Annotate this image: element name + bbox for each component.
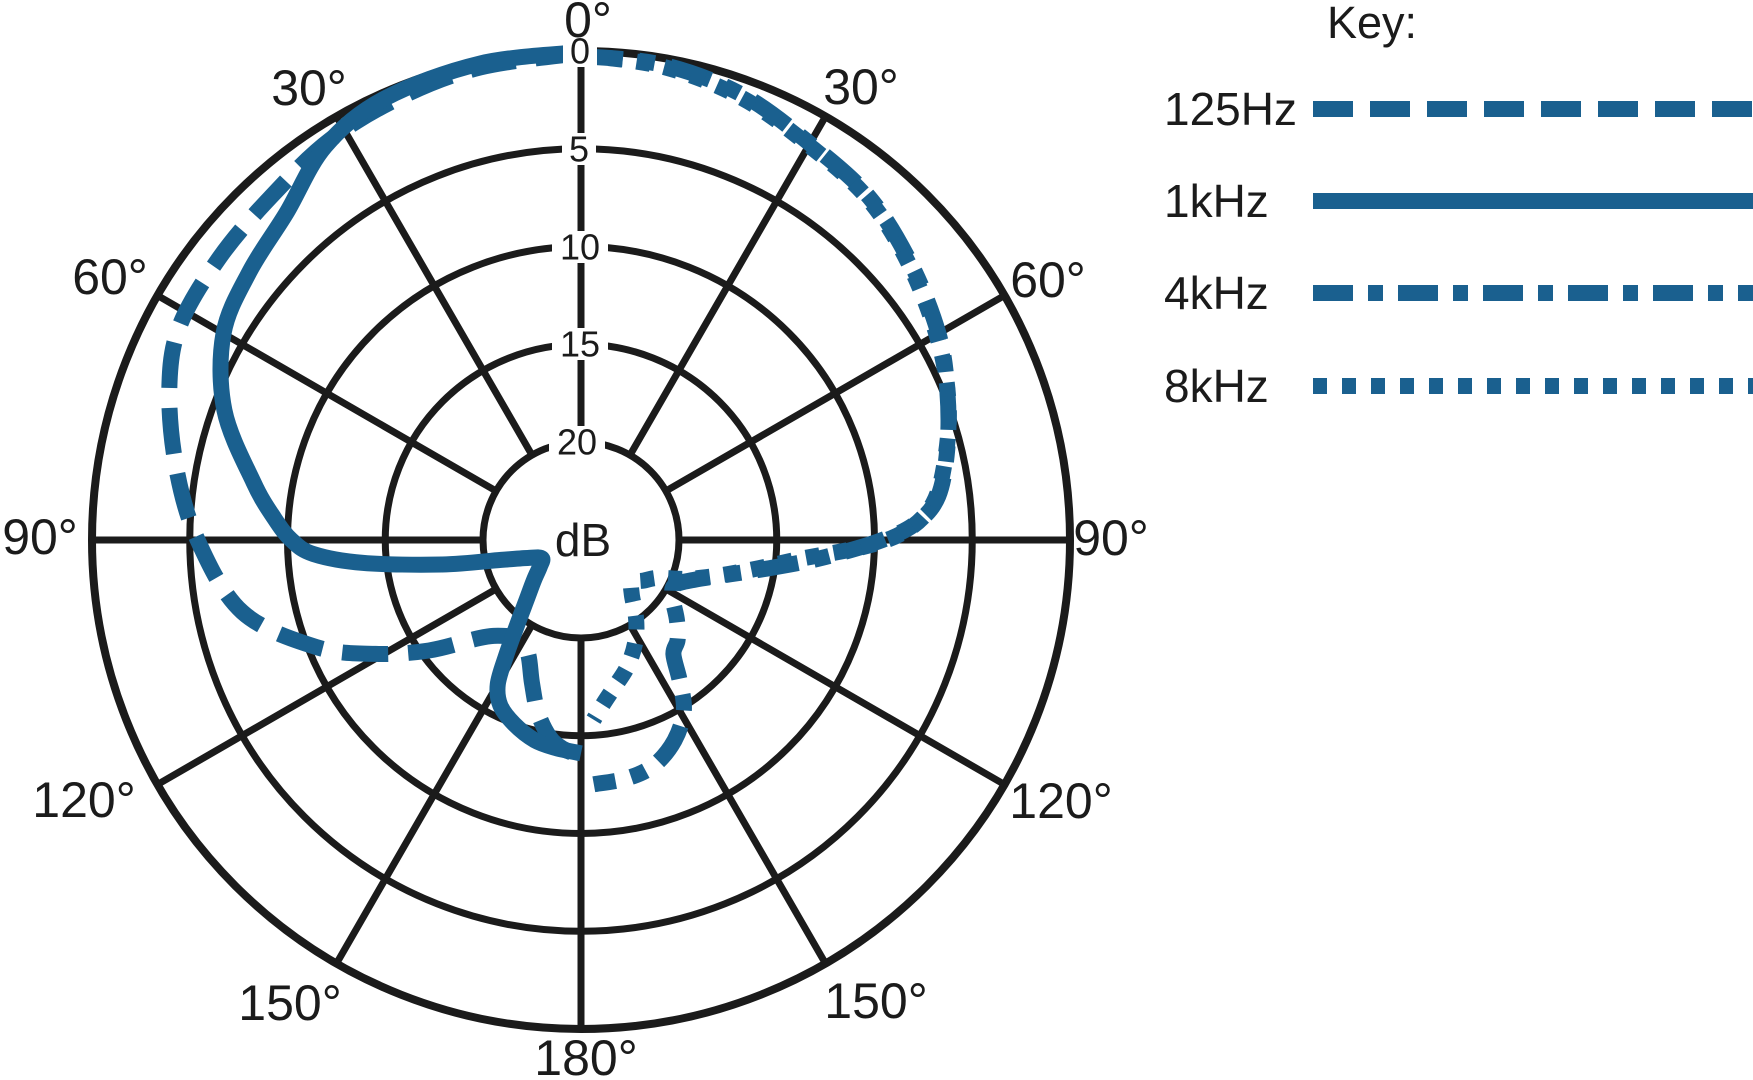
halo-20 (549, 426, 605, 458)
angle-label-90deg: 90° (1073, 510, 1149, 566)
angle-label-90deg: 90° (2, 509, 78, 565)
grid-spoke-60deg (664, 292, 1007, 495)
tick-label-halos (549, 35, 608, 458)
angle-label-30deg: 30° (823, 59, 899, 115)
grid-spoke-150deg (626, 623, 829, 966)
curve-1khz (212, 44, 583, 762)
legend-label-4khz: 4kHz (1164, 267, 1269, 319)
angle-label-0deg: 0° (564, 0, 612, 48)
legend-swatch-4khz-line (1313, 285, 1753, 301)
legend-row-4khz: 4kHz (1164, 267, 1753, 319)
angle-label-60deg: 60° (72, 249, 148, 305)
tick-label-15db: 15 (560, 324, 600, 365)
halo-5 (562, 133, 596, 165)
legend-row-1khz: 1kHz (1164, 175, 1753, 227)
angle-label-30deg: 30° (271, 60, 347, 116)
halo-0 (563, 35, 597, 67)
angle-label-180deg: 180° (534, 1030, 637, 1080)
legend-swatch-125hz-line (1313, 101, 1753, 117)
angle-label-150deg: 150° (824, 973, 927, 1029)
grid-spoke-240deg (155, 585, 498, 788)
halo-10 (552, 231, 608, 263)
radial-tick-labels: 0 5 10 15 20 (557, 31, 600, 463)
grid-spoke-330deg (333, 114, 536, 457)
halo-15 (552, 328, 608, 360)
response-curves (161, 44, 957, 793)
legend-swatch-8khz-line (1313, 378, 1753, 394)
legend-row-125hz: 125Hz (1164, 83, 1753, 135)
curve-4khz (580, 47, 957, 793)
angle-labels: 0° 30° 30° 60° 60° 90° 90° 120° 120° 150° 150° 180° (2, 0, 1149, 1080)
angle-label-60deg: 60° (1010, 252, 1086, 308)
tick-label-20db: 20 (557, 422, 597, 463)
grid-spoke-30deg (626, 114, 829, 457)
legend-swatch-1khz-line (1313, 193, 1753, 209)
tick-label-0db: 0 (570, 31, 590, 72)
legend-label-125hz: 125Hz (1164, 83, 1297, 135)
grid-spoke-120deg (664, 585, 1007, 788)
legend-label-1khz: 1kHz (1164, 175, 1269, 227)
legend-row-8khz: 8kHz (1164, 360, 1753, 412)
angle-label-150deg: 150° (238, 975, 341, 1031)
legend-label-8khz: 8kHz (1164, 360, 1269, 412)
curve-8khz (579, 46, 957, 724)
grid-spoke-300deg (155, 292, 498, 495)
tick-label-10db: 10 (560, 227, 600, 268)
center-db-label: dB (555, 514, 611, 566)
tick-label-5db: 5 (569, 129, 589, 170)
angle-label-120deg: 120° (32, 772, 135, 828)
legend-title: Key: (1327, 0, 1418, 48)
legend-key: Key: 125Hz 1kHz 4kHz 8kHz (0, 0, 1753, 460)
angle-label-120deg: 120° (1009, 773, 1112, 829)
